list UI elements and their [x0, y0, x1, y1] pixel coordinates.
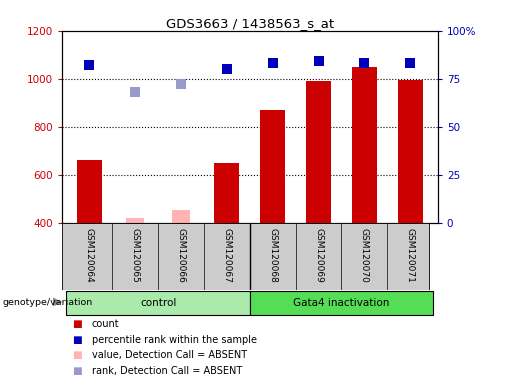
Bar: [260, 110, 285, 223]
Point: [269, 60, 277, 66]
Text: GSM120069: GSM120069: [314, 228, 323, 282]
Text: value, Detection Call = ABSENT: value, Detection Call = ABSENT: [92, 350, 247, 360]
Bar: [214, 163, 239, 223]
Text: rank, Detection Call = ABSENT: rank, Detection Call = ABSENT: [92, 366, 242, 376]
Text: GSM120065: GSM120065: [131, 228, 140, 282]
Point: [131, 89, 139, 95]
Text: count: count: [92, 319, 119, 329]
Point: [315, 58, 323, 65]
Text: GSM120068: GSM120068: [268, 228, 277, 282]
Bar: [77, 161, 102, 223]
Bar: [352, 67, 377, 223]
Point: [360, 60, 369, 66]
Bar: [250, 291, 433, 316]
Point: [85, 62, 93, 68]
Text: control: control: [140, 298, 176, 308]
Bar: [126, 218, 144, 223]
Text: GSM120071: GSM120071: [406, 228, 415, 282]
Text: Gata4 inactivation: Gata4 inactivation: [293, 298, 390, 308]
Bar: [66, 291, 250, 316]
Text: ■: ■: [72, 366, 82, 376]
Point: [222, 66, 231, 72]
Bar: [398, 80, 423, 223]
Text: GDS3663 / 1438563_s_at: GDS3663 / 1438563_s_at: [166, 17, 334, 30]
Text: percentile rank within the sample: percentile rank within the sample: [92, 335, 256, 345]
Text: ■: ■: [72, 335, 82, 345]
Text: GSM120064: GSM120064: [85, 228, 94, 282]
Text: ■: ■: [72, 319, 82, 329]
Bar: [306, 81, 331, 223]
Point: [177, 81, 185, 88]
Text: GSM120066: GSM120066: [177, 228, 185, 282]
Polygon shape: [53, 298, 62, 306]
Text: GSM120067: GSM120067: [222, 228, 231, 282]
Text: ■: ■: [72, 350, 82, 360]
Text: genotype/variation: genotype/variation: [3, 298, 93, 307]
Bar: [172, 210, 190, 223]
Point: [406, 60, 415, 66]
Text: GSM120070: GSM120070: [360, 228, 369, 282]
